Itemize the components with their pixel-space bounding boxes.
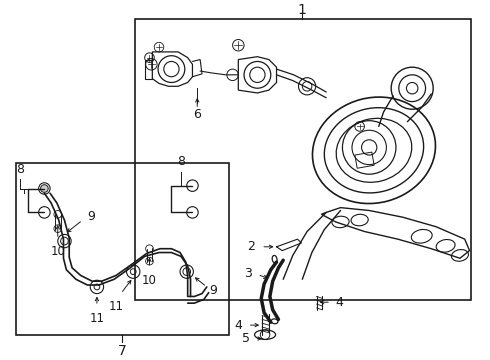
Text: 9: 9 <box>210 284 218 297</box>
Text: 3: 3 <box>244 267 252 280</box>
Text: 4: 4 <box>234 319 242 332</box>
Text: 1: 1 <box>298 3 307 17</box>
Text: 2: 2 <box>246 240 254 253</box>
Text: 11: 11 <box>89 312 104 325</box>
Text: 10: 10 <box>142 274 157 287</box>
Bar <box>135 19 471 300</box>
Text: 6: 6 <box>193 108 201 121</box>
Text: 5: 5 <box>242 332 250 345</box>
Text: 8: 8 <box>177 156 185 168</box>
Text: 9: 9 <box>87 210 95 223</box>
Text: 7: 7 <box>118 344 126 358</box>
Text: 11: 11 <box>108 300 123 313</box>
Text: 10: 10 <box>50 245 65 258</box>
Text: 8: 8 <box>17 163 24 176</box>
Circle shape <box>41 185 48 192</box>
Bar <box>16 163 229 335</box>
Text: 4: 4 <box>336 296 343 309</box>
Bar <box>355 152 374 168</box>
